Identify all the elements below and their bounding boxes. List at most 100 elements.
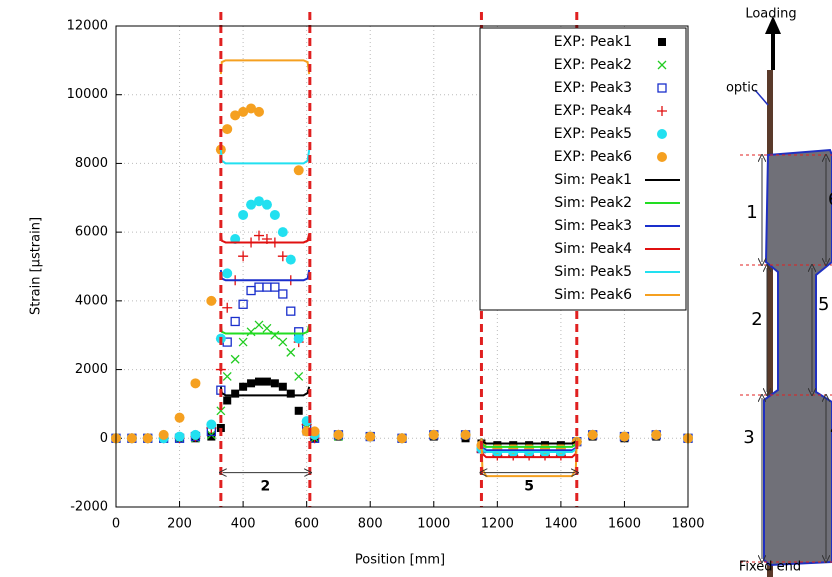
optic-label: optic xyxy=(726,81,758,96)
y-tick-label: 10000 xyxy=(67,87,108,102)
marker xyxy=(206,295,217,306)
marker xyxy=(255,377,263,386)
marker xyxy=(230,110,241,121)
section-label: 3 xyxy=(743,427,754,448)
marker xyxy=(222,371,232,381)
section-dims xyxy=(762,158,826,559)
marker xyxy=(286,389,295,398)
x-tick-label: 0 xyxy=(112,517,120,532)
marker xyxy=(277,251,288,262)
x-axis-label: Position [mm] xyxy=(355,553,445,568)
legend-label: Sim: Peak2 xyxy=(554,195,632,211)
marker xyxy=(216,423,225,432)
x-tick-label: 800 xyxy=(358,517,383,532)
marker xyxy=(158,429,169,440)
legend-label: EXP: Peak6 xyxy=(554,149,632,165)
marker xyxy=(238,337,248,347)
marker xyxy=(651,429,662,440)
marker xyxy=(397,433,407,444)
marker xyxy=(238,251,249,262)
marker xyxy=(254,320,264,330)
legend-symbol xyxy=(657,129,667,139)
marker xyxy=(293,165,304,176)
specimen xyxy=(763,148,832,567)
legend-symbol xyxy=(657,152,667,162)
legend-label: Sim: Peak3 xyxy=(554,218,632,234)
marker xyxy=(174,412,185,423)
legend-label: Sim: Peak4 xyxy=(554,241,632,257)
y-tick-label: 6000 xyxy=(75,225,108,240)
section-label: 5 xyxy=(818,294,829,315)
y-tick-label: -2000 xyxy=(70,500,108,515)
marker xyxy=(254,106,264,117)
marker xyxy=(277,227,288,238)
legend-symbol xyxy=(657,60,667,70)
marker xyxy=(126,433,137,444)
section-label: 1 xyxy=(746,202,757,223)
legend-label: EXP: Peak4 xyxy=(554,103,632,119)
marker xyxy=(270,282,280,292)
marker xyxy=(247,379,256,388)
x-tick-label: 1400 xyxy=(544,517,577,532)
marker xyxy=(285,254,296,265)
y-axis-label: Strain [μstrain] xyxy=(29,217,44,315)
x-tick-label: 1000 xyxy=(417,517,450,532)
marker xyxy=(238,106,249,117)
x-tick-label: 1200 xyxy=(481,517,514,532)
legend-label: EXP: Peak3 xyxy=(554,80,632,96)
marker xyxy=(246,103,257,114)
marker xyxy=(239,382,248,391)
marker xyxy=(216,406,226,416)
legend-box xyxy=(479,27,687,311)
legend: EXP: Peak1 EXP: Peak2 EXP: Peak3 EXP: Peak4… xyxy=(479,27,687,311)
marker xyxy=(222,268,233,279)
dimension-label: 5 xyxy=(524,479,534,495)
y-tick-label: 2000 xyxy=(75,362,108,377)
optic-pointer xyxy=(754,89,769,106)
marker xyxy=(278,382,287,391)
marker xyxy=(286,347,296,357)
marker xyxy=(309,426,320,437)
marker xyxy=(278,289,288,299)
marker xyxy=(206,419,217,430)
marker xyxy=(142,433,153,444)
legend-label: EXP: Peak1 xyxy=(554,34,632,50)
marker xyxy=(223,396,232,405)
marker xyxy=(190,378,201,389)
specimen-photo: Loading optic Fixed end 1 2 3 4 5 6 xyxy=(726,7,832,577)
load-arrow-head xyxy=(765,16,781,34)
x-tick-label: 200 xyxy=(167,517,192,532)
marker xyxy=(619,431,630,442)
marker xyxy=(365,431,376,442)
legend-symbol xyxy=(657,83,667,93)
axes-frame xyxy=(115,25,689,508)
marker xyxy=(587,429,598,440)
legend-label: Sim: Peak5 xyxy=(554,264,632,280)
marker xyxy=(286,306,296,316)
marker xyxy=(207,432,216,441)
marker xyxy=(230,316,240,327)
chart: 0 200 400 600 800 1000 1200 1400 1600 1800 -2000 0 2… xyxy=(67,12,705,532)
marker xyxy=(269,209,280,220)
legend-label: EXP: Peak2 xyxy=(554,57,632,73)
marker xyxy=(254,196,264,207)
marker xyxy=(294,371,304,381)
legend-label: Sim: Peak1 xyxy=(554,172,632,188)
marker xyxy=(261,199,272,210)
marker xyxy=(262,323,272,333)
fixed-end-label: Fixed end xyxy=(739,560,801,575)
section-label: 6 xyxy=(828,189,832,210)
marker xyxy=(254,230,264,241)
legend-symbol xyxy=(658,38,666,46)
marker xyxy=(230,354,240,364)
marker xyxy=(238,299,248,309)
y-tick-label: 4000 xyxy=(75,293,108,308)
y-tick-label: 8000 xyxy=(75,156,108,171)
legend-label: EXP: Peak5 xyxy=(554,126,632,142)
marker xyxy=(190,429,201,440)
marker xyxy=(222,124,233,135)
marker xyxy=(278,337,288,347)
section-label: 4 xyxy=(830,419,832,440)
marker xyxy=(333,429,344,440)
